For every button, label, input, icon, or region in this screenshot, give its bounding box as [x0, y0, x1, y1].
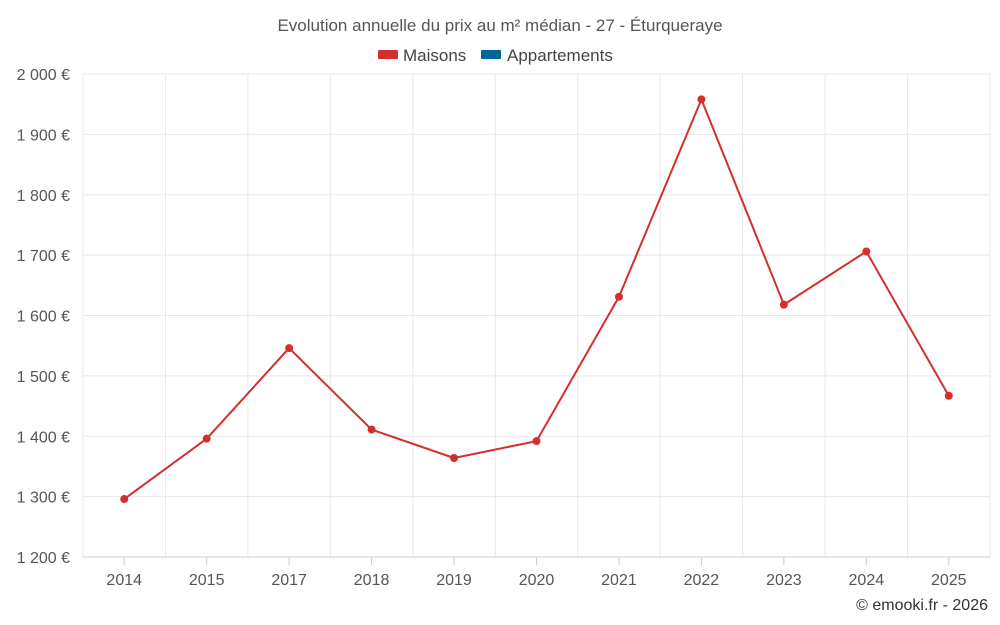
y-tick-label: 1 500 € — [17, 369, 70, 386]
data-point[interactable] — [614, 292, 623, 301]
x-tick-label: 2014 — [106, 572, 142, 589]
x-tick-label: 2025 — [931, 572, 967, 589]
legend-item-appartements[interactable]: Appartements — [481, 46, 613, 65]
legend: Maisons Appartements — [378, 46, 613, 65]
y-tick-label: 1 800 € — [17, 188, 70, 205]
y-tick-label: 1 400 € — [17, 429, 70, 446]
data-point[interactable] — [779, 300, 788, 309]
credit-text: © emooki.fr - 2026 — [856, 597, 988, 614]
data-point[interactable] — [367, 425, 376, 434]
x-tick-label: 2022 — [684, 572, 720, 589]
x-tick-label: 2023 — [766, 572, 802, 589]
x-tick-label: 2020 — [519, 572, 555, 589]
y-tick-label: 1 900 € — [17, 127, 70, 144]
legend-swatch-maisons — [378, 50, 398, 59]
x-tick-label: 2017 — [271, 572, 307, 589]
x-tick-label: 2024 — [849, 572, 885, 589]
y-axis: 1 200 € 1 300 € 1 400 € 1 500 € 1 600 € 1 700… — [17, 67, 70, 567]
x-tick-label: 2019 — [436, 572, 472, 589]
data-point[interactable] — [944, 391, 953, 400]
legend-swatch-appartements — [481, 50, 501, 59]
series-maisons — [120, 95, 953, 504]
x-axis: 2014 2015 2017 2018 2019 2020 2021 2022 2023 2024… — [83, 556, 990, 589]
data-point[interactable] — [532, 437, 541, 446]
y-tick-label: 2 000 € — [17, 67, 70, 84]
data-point[interactable] — [450, 453, 459, 462]
legend-item-maisons[interactable]: Maisons — [378, 46, 466, 65]
y-tick-label: 1 600 € — [17, 309, 70, 326]
gridlines — [82, 73, 991, 557]
y-tick-label: 1 200 € — [17, 550, 70, 567]
data-point[interactable] — [202, 434, 211, 443]
data-point[interactable] — [697, 95, 706, 104]
legend-label-maisons: Maisons — [403, 46, 466, 65]
y-tick-label: 1 300 € — [17, 490, 70, 507]
data-point[interactable] — [862, 247, 871, 256]
chart-title: Evolution annuelle du prix au m² médian … — [277, 16, 722, 35]
x-tick-label: 2021 — [601, 572, 637, 589]
x-tick-label: 2018 — [354, 572, 390, 589]
y-tick-label: 1 700 € — [17, 248, 70, 265]
data-point[interactable] — [120, 495, 129, 504]
data-point[interactable] — [285, 344, 294, 353]
x-tick-label: 2015 — [189, 572, 225, 589]
legend-label-appartements: Appartements — [507, 46, 613, 65]
